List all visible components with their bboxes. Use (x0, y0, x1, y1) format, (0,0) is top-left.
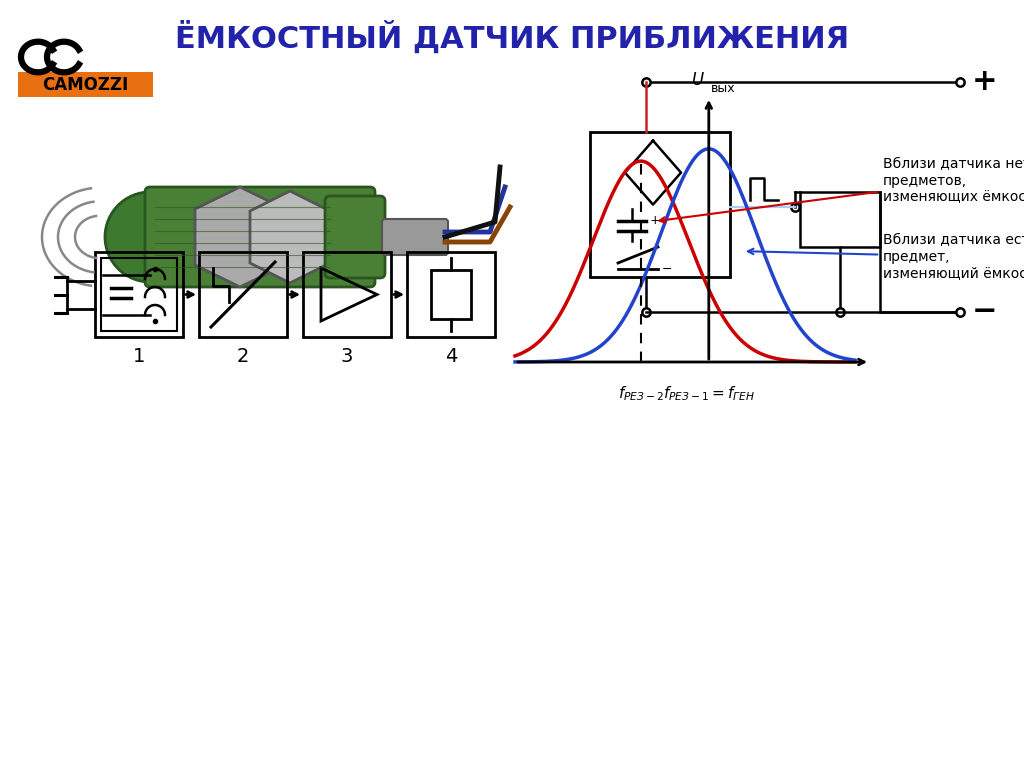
Text: Вблизи датчика есть
предмет,
изменяющий ёмкость: Вблизи датчика есть предмет, изменяющий … (748, 233, 1024, 280)
Text: ЁМКОСТНЫЙ ДАТЧИК ПРИБЛИЖЕНИЯ: ЁМКОСТНЫЙ ДАТЧИК ПРИБЛИЖЕНИЯ (175, 21, 849, 54)
Text: 2: 2 (237, 347, 249, 367)
Bar (590, 132, 730, 277)
Bar (199, 252, 287, 337)
Bar (95, 252, 183, 337)
Text: +: + (972, 67, 997, 97)
Text: 4: 4 (444, 347, 457, 367)
FancyBboxPatch shape (18, 72, 153, 97)
Text: 3: 3 (341, 347, 353, 367)
Text: +: + (650, 215, 660, 228)
Bar (407, 252, 495, 337)
Text: −: − (972, 298, 997, 327)
Text: U: U (690, 71, 702, 89)
Text: $f_{РЕЗ-2}$: $f_{РЕЗ-2}$ (617, 384, 664, 403)
Polygon shape (195, 187, 285, 287)
FancyBboxPatch shape (145, 187, 375, 287)
Text: 1: 1 (133, 347, 145, 367)
FancyBboxPatch shape (382, 219, 449, 255)
Text: вых: вых (711, 82, 735, 95)
Bar (101, 258, 177, 331)
Text: Вблизи датчика нет
предметов,
изменяющих ёмкость: Вблизи датчика нет предметов, изменяющих… (659, 157, 1024, 222)
Bar (431, 270, 471, 319)
FancyBboxPatch shape (325, 196, 385, 278)
Text: CAMOZZI: CAMOZZI (42, 76, 128, 94)
Bar (303, 252, 391, 337)
Bar (800, 192, 880, 247)
Text: −: − (662, 262, 673, 275)
Text: $f_{РЕЗ-1} = f_{ГЕН}$: $f_{РЕЗ-1} = f_{ГЕН}$ (663, 384, 755, 403)
Circle shape (105, 192, 195, 282)
Polygon shape (250, 191, 330, 283)
